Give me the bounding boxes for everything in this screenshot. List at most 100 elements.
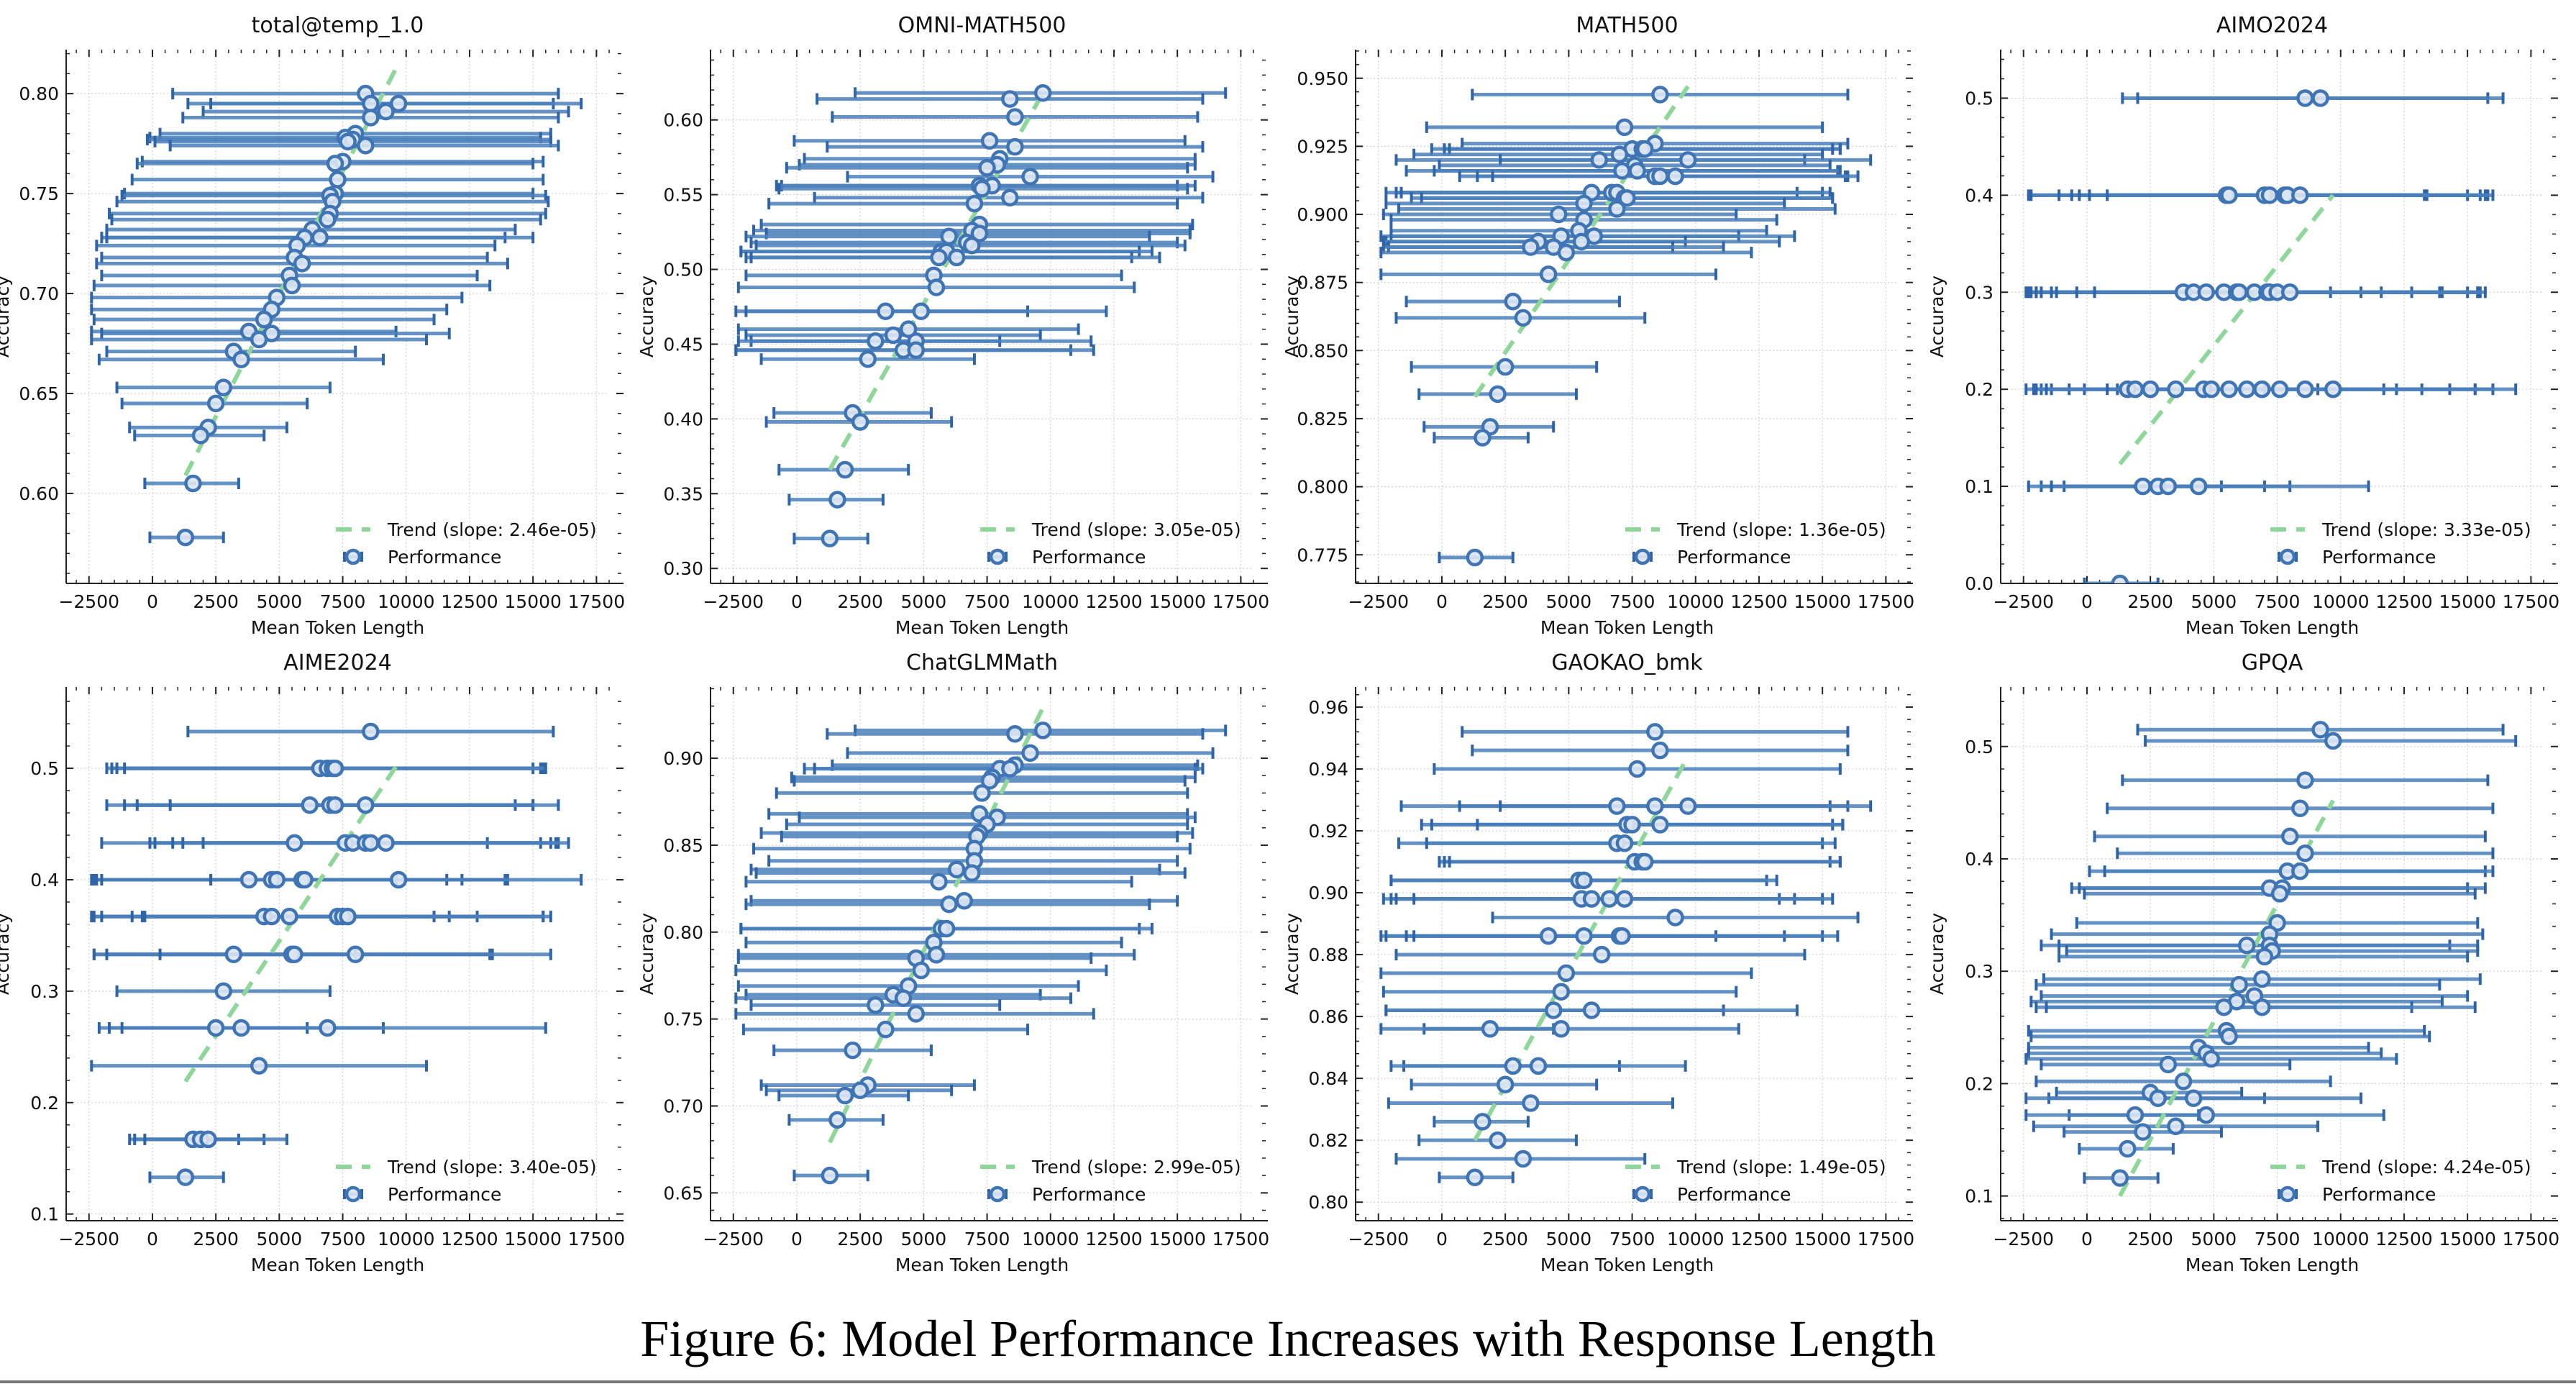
data-point [973, 180, 991, 198]
data-point [867, 996, 885, 1014]
y-axis-label: Accuracy [636, 913, 657, 995]
x-tick-label: −2500 [1993, 591, 2054, 612]
data-point [851, 1081, 869, 1099]
x-tick-label: 7500 [964, 591, 1010, 612]
data-point [1572, 232, 1591, 251]
plot-area [2024, 721, 2518, 1198]
plot-area [734, 706, 1228, 1185]
data-point [1489, 385, 1507, 404]
data-point [1552, 983, 1571, 1001]
x-tick-label: 7500 [320, 1229, 366, 1249]
x-tick-label: 7500 [964, 1229, 1010, 1249]
data-point [980, 772, 999, 790]
data-point [262, 907, 281, 926]
x-tick-label: 2500 [837, 591, 883, 612]
data-point [1651, 167, 1669, 186]
y-tick-label: 0.4 [30, 870, 59, 891]
y-tick-label: 0.70 [19, 283, 59, 304]
x-axis-label: Mean Token Length [1540, 1255, 1714, 1275]
data-point [1529, 1057, 1548, 1075]
data-point [326, 796, 344, 814]
y-tick-label: 0.4 [1965, 185, 1993, 206]
data-point [389, 94, 408, 113]
x-tick-label: 12500 [1730, 1229, 1788, 1249]
data-point [836, 1086, 854, 1105]
legend-trend-label: Trend (slope: 1.49e-05) [1676, 1157, 1886, 1178]
plot-area [90, 63, 583, 547]
data-point [293, 255, 311, 273]
x-axis-label: Mean Token Length [1540, 617, 1714, 638]
y-tick-label: 0.3 [30, 981, 59, 1002]
data-point [899, 320, 918, 338]
y-tick-label: 0.925 [1297, 136, 1348, 157]
data-point [1600, 890, 1619, 908]
subplot-title: total@temp_1.0 [252, 13, 424, 38]
data-point [1651, 86, 1669, 104]
data-point [1544, 1001, 1563, 1019]
data-point [2270, 885, 2289, 903]
data-point [2311, 721, 2329, 739]
y-tick-label: 0.88 [1308, 944, 1348, 965]
y-tick-label: 0.800 [1297, 477, 1348, 498]
data-point [973, 784, 991, 802]
data-point [2167, 380, 2185, 399]
data-point [206, 1019, 225, 1037]
data-point [1613, 927, 1631, 945]
plot-area [2024, 89, 2518, 583]
x-tick-label: 2500 [2127, 591, 2173, 612]
y-tick-label: 0.75 [663, 1009, 703, 1030]
data-point [1522, 1094, 1540, 1112]
data-point [296, 870, 314, 889]
data-point [1628, 162, 1646, 180]
data-point [2291, 862, 2309, 880]
data-point [346, 945, 365, 964]
data-point [1615, 834, 1634, 852]
y-tick-label: 0.45 [663, 334, 703, 355]
y-tick-label: 0.3 [1965, 961, 1993, 982]
data-point [1582, 890, 1601, 908]
legend-performance-marker [344, 1185, 362, 1203]
x-tick-label: 10000 [1667, 591, 1725, 612]
data-point [1001, 90, 1019, 108]
legend-performance-marker [1634, 548, 1651, 565]
legend-performance-label: Performance [1032, 547, 1146, 568]
legend-performance-label: Performance [1032, 1184, 1146, 1205]
legend: Trend (slope: 3.33e-05) Performance [2270, 519, 2531, 568]
data-point [1615, 118, 1634, 137]
data-point [2220, 186, 2238, 204]
data-point [2230, 975, 2248, 994]
data-point [280, 907, 298, 926]
legend-trend-label: Trend (slope: 1.36e-05) [1676, 519, 1886, 540]
data-point [2253, 998, 2271, 1016]
y-tick-label: 0.5 [1965, 737, 1993, 757]
data-point [1466, 1168, 1484, 1187]
x-tick-label: 15000 [1794, 591, 1851, 612]
data-point [214, 378, 232, 396]
data-point [1623, 816, 1641, 834]
legend-performance-marker [989, 1185, 1006, 1203]
x-tick-label: 17500 [568, 591, 626, 612]
x-tick-label: 7500 [2255, 1229, 2301, 1249]
y-tick-label: 0.1 [30, 1204, 59, 1225]
y-tick-label: 0.85 [663, 835, 703, 856]
data-point [1006, 725, 1024, 743]
data-point [1033, 84, 1052, 102]
y-tick-label: 0.950 [1297, 68, 1348, 89]
legend-performance-label: Performance [1677, 1184, 1791, 1205]
data-point [851, 413, 869, 431]
data-point [1474, 429, 1492, 447]
x-tick-label: 12500 [2375, 1229, 2433, 1249]
data-point [255, 310, 273, 329]
data-point [250, 1057, 268, 1075]
data-point [2280, 283, 2299, 301]
x-tick-label: 17500 [1212, 591, 1270, 612]
data-point [955, 892, 974, 910]
data-point [1615, 890, 1634, 908]
x-tick-label: 12500 [2375, 591, 2433, 612]
data-point [1646, 723, 1664, 741]
y-tick-label: 0.90 [663, 748, 703, 769]
data-point [206, 394, 225, 413]
legend-trend-label: Trend (slope: 3.40e-05) [387, 1157, 597, 1178]
data-point [821, 529, 839, 547]
data-point [1575, 927, 1593, 945]
